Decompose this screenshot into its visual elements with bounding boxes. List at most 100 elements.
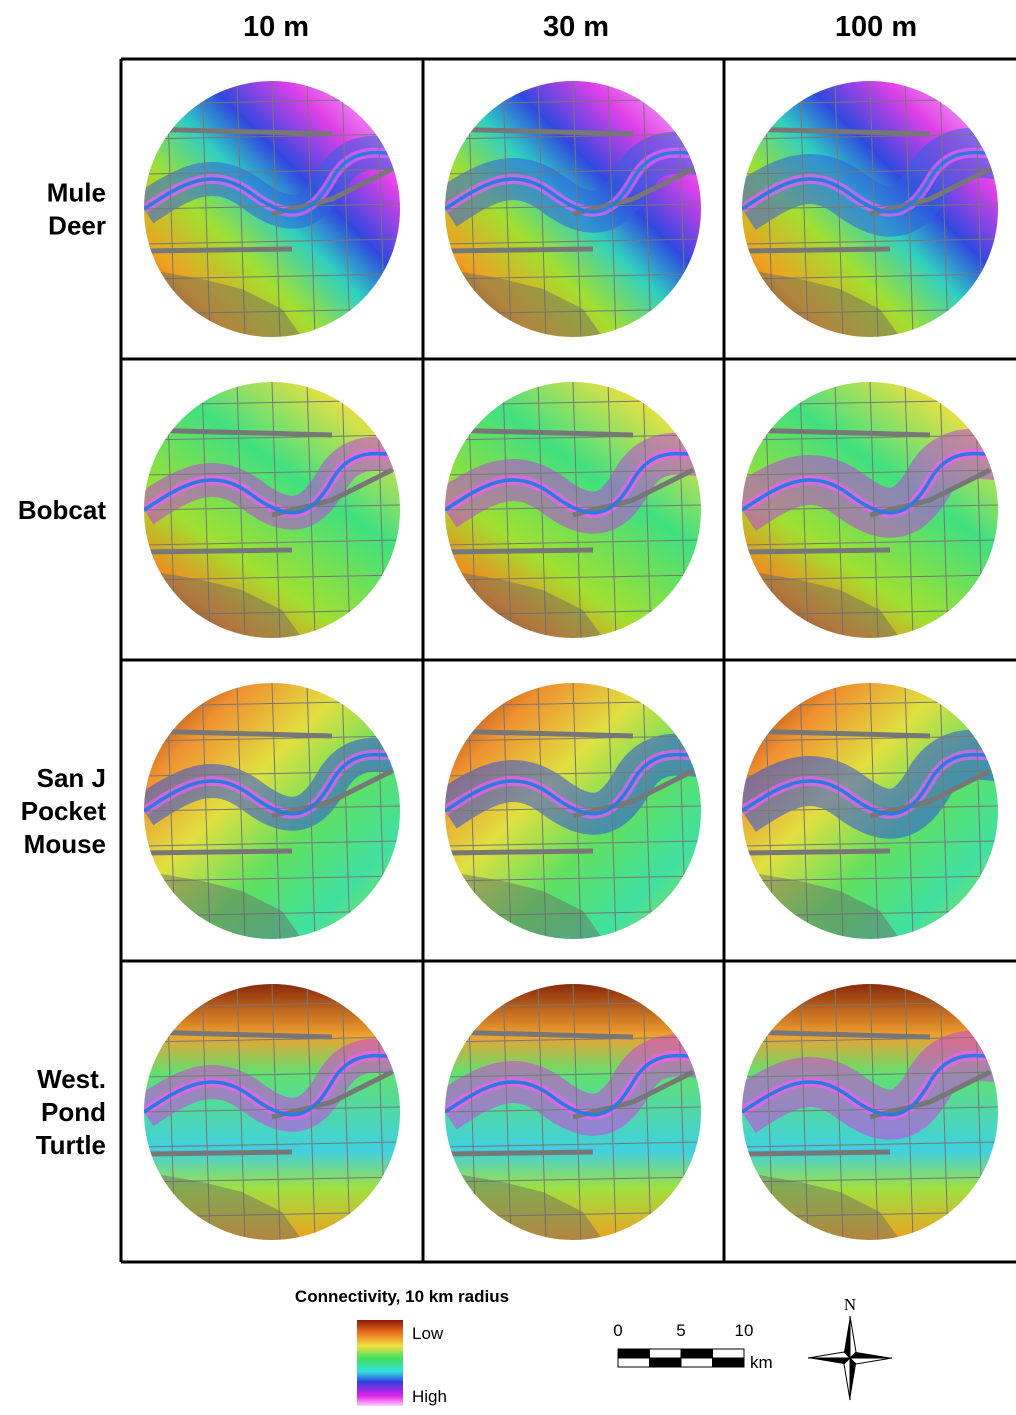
road: [144, 875, 400, 882]
road: [502, 984, 512, 1240]
scale-segment: [680, 1357, 713, 1368]
road: [144, 770, 400, 777]
map: [144, 382, 400, 638]
grid-frame: [119, 57, 1016, 1264]
scale-segment: [712, 1357, 745, 1368]
road: [445, 1176, 701, 1183]
map: [144, 683, 400, 939]
highway: [144, 848, 293, 856]
road: [742, 539, 998, 546]
road: [144, 735, 400, 742]
road: [445, 238, 701, 245]
road: [341, 81, 351, 337]
highway: [271, 768, 394, 819]
highway: [742, 1029, 931, 1040]
map: [445, 984, 701, 1240]
highway: [445, 848, 594, 856]
scale-segment: [649, 1348, 682, 1359]
road: [341, 984, 351, 1240]
road: [904, 984, 914, 1240]
river: [742, 451, 998, 515]
row-label: Mouse: [24, 829, 106, 859]
highway: [445, 126, 634, 137]
legend-high: High: [412, 1387, 447, 1406]
north-label: N: [844, 1295, 856, 1314]
road: [742, 1176, 998, 1183]
scale-segment: [680, 1348, 713, 1359]
road: [799, 382, 809, 638]
scale-tick-label: 0: [613, 1321, 622, 1340]
highway: [572, 166, 695, 217]
scale-segment: [649, 1357, 682, 1368]
road: [642, 984, 652, 1240]
road: [742, 469, 998, 476]
road: [144, 469, 400, 476]
road: [742, 1036, 998, 1043]
road: [144, 168, 400, 175]
highway: [144, 1149, 293, 1157]
road: [742, 1141, 998, 1148]
highway: [445, 246, 594, 254]
legend-low: Low: [412, 1324, 444, 1343]
river: [144, 752, 400, 816]
river: [144, 451, 400, 515]
scale-segment: [617, 1348, 650, 1359]
road: [144, 434, 400, 441]
highway: [445, 728, 634, 739]
road: [742, 875, 998, 882]
map: [742, 683, 998, 939]
river: [742, 150, 998, 214]
scale-segment: [712, 1348, 745, 1359]
scale-segment: [617, 1357, 650, 1368]
road: [904, 382, 914, 638]
road: [502, 81, 512, 337]
column-header: 100 m: [835, 11, 917, 43]
road: [201, 382, 211, 638]
road: [201, 984, 211, 1240]
highway: [572, 467, 695, 518]
map: [144, 81, 400, 337]
road: [144, 1141, 400, 1148]
row-label: Deer: [48, 211, 106, 241]
highway: [445, 427, 634, 438]
road: [904, 683, 914, 939]
road: [445, 1141, 701, 1148]
highway: [144, 547, 293, 555]
road: [306, 984, 316, 1240]
road: [445, 539, 701, 546]
road: [144, 539, 400, 546]
map: [742, 382, 998, 638]
river: [742, 1053, 998, 1117]
legend-title: Connectivity, 10 km radius: [295, 1287, 509, 1306]
road: [799, 81, 809, 337]
road: [742, 770, 998, 777]
map: [144, 984, 400, 1240]
road: [742, 133, 998, 140]
river: [445, 150, 701, 214]
road: [642, 382, 652, 638]
road: [537, 984, 547, 1240]
highway: [869, 467, 992, 518]
highway: [572, 768, 695, 819]
road: [144, 1036, 400, 1043]
row-label: Turtle: [36, 1130, 106, 1160]
row-label: San J: [37, 763, 106, 793]
road: [201, 81, 211, 337]
road: [799, 984, 809, 1240]
map: [742, 984, 998, 1240]
road: [642, 81, 652, 337]
river: [742, 752, 998, 816]
road: [144, 238, 400, 245]
road: [939, 683, 949, 939]
highway: [869, 768, 992, 819]
road: [834, 683, 844, 939]
highway: [742, 848, 891, 856]
road: [742, 574, 998, 581]
road: [144, 133, 400, 140]
road: [144, 1071, 400, 1078]
road: [742, 735, 998, 742]
highway: [144, 126, 333, 137]
road: [445, 469, 701, 476]
highway: [869, 166, 992, 217]
